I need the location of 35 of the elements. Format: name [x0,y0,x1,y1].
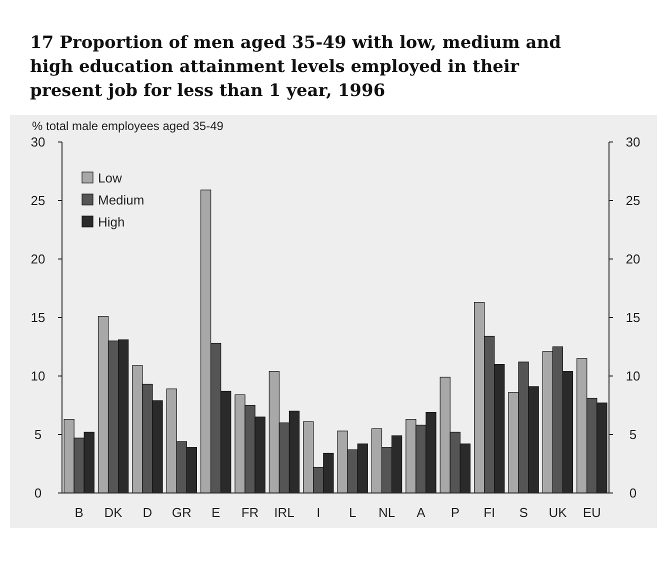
y2-tick-label: 30 [626,134,640,150]
x-tick-label: GR [172,505,192,520]
y2-tick-label: 15 [626,310,640,326]
y-tick-label: 30 [30,134,46,150]
x-tick-label: NL [378,505,396,520]
x-tick-label: E [212,505,221,520]
y2-tick-label: 25 [626,193,640,208]
y-tick-label: 20 [30,252,46,267]
x-tick-label: DK [104,505,123,520]
y2-tick-label: 0 [629,486,637,501]
x-tick-label: I [316,505,320,520]
x-tick-label: A [416,505,426,520]
y-tick-label: 25 [30,193,46,208]
x-tick-label: D [142,505,152,520]
x-tick-label: EU [582,505,601,520]
x-tick-label: B [74,505,84,520]
y-axis-title: % total male employees aged 35-49 [32,119,224,133]
x-tick-label: UK [548,505,568,520]
y-tick-label: 15 [30,310,46,326]
y-tick-label: 10 [30,368,46,384]
chart-title: 17 Proportion of men aged 35-49 with low, medium and high education attainment levels employed in their present job for less than 1 year, 1996 [30,33,562,101]
x-tick-label: L [348,505,356,520]
y2-tick-label: 10 [626,368,640,384]
legend-label: Medium [98,192,144,208]
legend-label: High [98,214,125,230]
y-tick-label: 5 [34,427,42,442]
x-tick-label: IRL [274,505,294,520]
legend-label: Low [98,170,122,186]
x-tick-label: FI [484,505,496,520]
x-tick-label: P [450,505,460,520]
y-tick-label: 0 [34,486,42,501]
x-tick-label: S [519,505,528,520]
y2-tick-label: 20 [626,252,640,267]
x-tick-label: FR [241,505,259,520]
y2-tick-label: 5 [629,427,637,442]
